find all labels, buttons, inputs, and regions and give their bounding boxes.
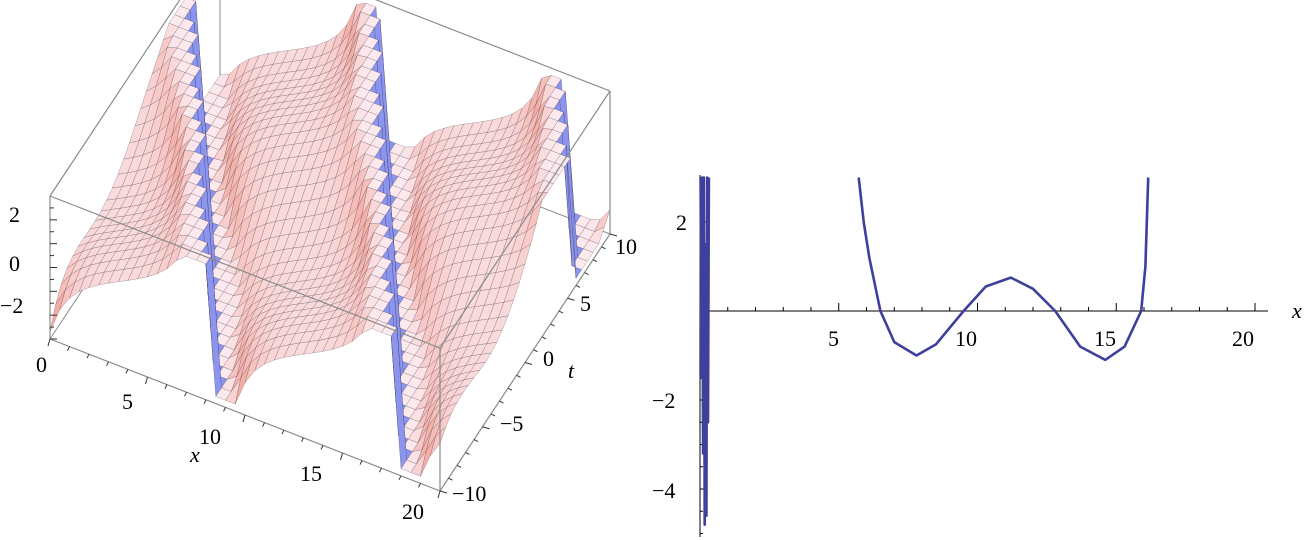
x-tick-label: 15 [300,461,322,486]
box-edge [49,0,181,197]
axis-ticks-3d [47,207,618,499]
x-tick-label: 20 [402,499,424,524]
t-tick-label: 0 [543,346,554,371]
t-tick [584,272,589,275]
t-tick [473,439,479,443]
x-axis-label: x [1291,298,1302,323]
curve-line [699,176,711,526]
t-tick-label: 10 [615,234,637,259]
x-tick [437,490,441,499]
box-edge [439,90,611,349]
box-edge [374,0,611,92]
surface [49,0,611,477]
t-tick [456,464,462,468]
y-tick-label: 2 [676,210,687,235]
x-tick [340,452,343,461]
t-tick [448,477,453,481]
t-tick-label: −5 [500,411,523,436]
x-tick [418,483,421,488]
surface-plot-3d: 2 0 −2 0 5 10 15 20 x −10 −5 0 t 5 10 [0,0,637,524]
t-tick-label: −10 [452,481,486,506]
curves [699,176,1150,526]
axes-2d [699,175,1268,537]
x-tick [320,445,324,450]
x-tick-label: 5 [828,326,839,351]
z-tick-label: 2 [9,202,20,227]
t-tick [550,323,555,327]
x-tick [164,384,168,389]
x-tick-label: 0 [36,352,47,377]
x-tick [145,376,148,385]
x-axis-label: x [189,442,200,467]
t-tick-label: 5 [580,291,591,316]
x-tick-label: 10 [199,424,221,449]
t-tick [533,349,538,353]
x-tick-label: 5 [122,389,133,414]
t-tick [490,413,496,417]
x-tick [262,422,265,427]
surface-patch [49,289,66,332]
x-tick [379,467,382,473]
t-tick [575,284,581,288]
curve-line [857,177,1150,362]
t-tick [541,336,547,340]
x-tick [223,407,226,412]
x-tick [47,338,51,347]
t-axis-label: t [568,358,575,383]
x-tick [242,414,246,423]
x-tick-label: 20 [1232,326,1254,351]
x-tick [398,475,402,481]
t-tick [524,362,533,365]
t-tick [482,426,490,430]
z-tick-label: −2 [0,293,23,318]
t-tick [609,233,618,237]
x-tick [86,353,90,359]
t-tick [465,452,470,455]
x-tick [106,361,109,367]
t-tick [592,259,598,263]
x-tick [301,437,304,443]
t-tick [439,490,448,494]
t-tick [516,374,521,378]
x-tick [184,391,187,397]
x-tick [203,399,207,405]
t-tick [507,387,513,391]
x-tick-label: 10 [955,326,977,351]
t-tick [558,310,564,314]
z-tick-label: 0 [9,251,20,276]
t-tick [567,297,575,301]
x-tick-label: 15 [1094,326,1116,351]
box-edge [49,195,441,349]
x-tick [125,369,129,374]
x-tick [359,460,363,465]
x-tick [281,429,285,435]
t-tick [499,400,504,404]
surface-patch [430,426,447,456]
t-tick [601,246,606,250]
x-tick [67,346,70,351]
